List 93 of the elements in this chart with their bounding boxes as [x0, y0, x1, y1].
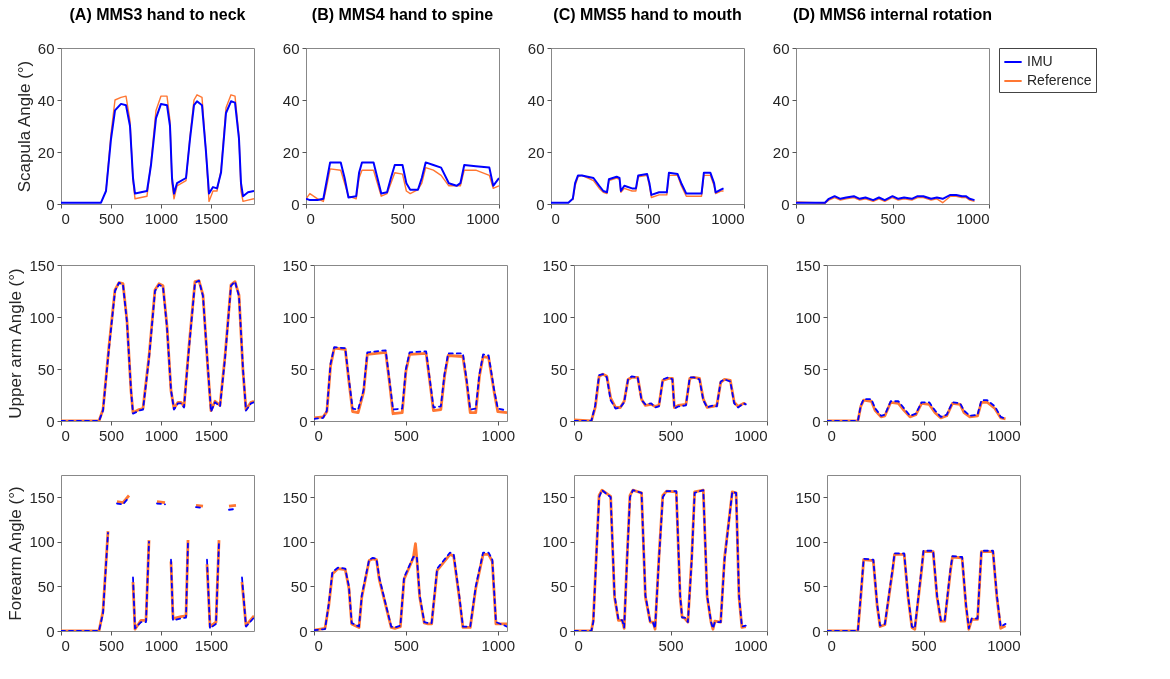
y-tick-label: 40 [37, 91, 55, 109]
x-tick-label: 500 [911, 426, 937, 444]
x-tick-label: 500 [880, 209, 906, 227]
y-tick-label: 20 [37, 143, 55, 161]
x-tick-label: 1000 [144, 426, 179, 444]
y-tick-label: 60 [772, 39, 790, 57]
y-tick-label: 150 [542, 488, 568, 506]
y-tick-label: 60 [527, 39, 545, 57]
y-tick-label: 20 [282, 143, 300, 161]
y-axis-title: Forearm Angle (°) [6, 486, 26, 621]
x-tick-label: 1500 [194, 209, 229, 227]
x-tick-label: 1000 [987, 636, 1021, 654]
y-tick-label: 150 [795, 256, 821, 274]
y-tick-label: 100 [542, 533, 568, 551]
y-tick-label: 0 [536, 195, 545, 213]
x-tick-label: 500 [635, 209, 661, 227]
y-tick-label: 100 [795, 533, 821, 551]
y-tick-label: 150 [282, 256, 308, 274]
y-tick-label: 0 [812, 622, 821, 640]
x-tick-label: 0 [314, 426, 323, 444]
x-tick-label: 500 [98, 636, 125, 654]
x-tick-label: 0 [61, 636, 70, 654]
x-tick-label: 0 [574, 636, 583, 654]
x-tick-label: 500 [390, 209, 416, 227]
y-tick-label: 100 [542, 308, 568, 326]
y-tick-label: 60 [282, 39, 300, 57]
x-tick-label: 1500 [194, 636, 229, 654]
x-tick-label: 500 [393, 426, 419, 444]
y-tick-label: 0 [299, 622, 308, 640]
x-tick-label: 1000 [481, 426, 515, 444]
x-tick-label: 1000 [956, 209, 990, 227]
y-tick-label: 150 [29, 256, 55, 274]
x-tick-label: 500 [658, 636, 684, 654]
y-tick-label: 20 [772, 143, 790, 161]
chart-title: (D) MMS6 internal rotation [792, 6, 993, 23]
chart-title: (C) MMS5 hand to mouth [553, 6, 742, 23]
y-tick-label: 40 [527, 91, 545, 109]
y-tick-label: 50 [550, 577, 568, 595]
y-tick-label: 100 [282, 308, 308, 326]
y-axis-title: Scapula Angle (°) [14, 60, 34, 193]
y-tick-label: 0 [299, 412, 308, 430]
y-tick-label: 50 [803, 360, 821, 378]
y-tick-label: 150 [542, 256, 568, 274]
x-tick-label: 500 [98, 209, 125, 227]
y-tick-label: 50 [803, 577, 821, 595]
y-tick-label: 100 [29, 308, 55, 326]
x-tick-label: 1000 [987, 426, 1021, 444]
y-axis-title: Upper arm Angle (°) [6, 268, 26, 419]
x-tick-label: 1000 [481, 636, 515, 654]
y-tick-label: 0 [781, 195, 790, 213]
y-tick-label: 0 [46, 412, 55, 430]
x-tick-label: 1000 [144, 209, 179, 227]
legend-label: Reference [1027, 72, 1092, 88]
y-tick-label: 50 [37, 360, 55, 378]
y-tick-label: 0 [291, 195, 300, 213]
y-tick-label: 40 [772, 91, 790, 109]
x-tick-label: 1000 [734, 426, 768, 444]
x-tick-label: 500 [911, 636, 937, 654]
y-tick-label: 0 [46, 622, 55, 640]
y-tick-label: 150 [282, 488, 308, 506]
x-tick-label: 1000 [711, 209, 745, 227]
x-tick-label: 1500 [194, 426, 229, 444]
y-tick-label: 50 [290, 577, 308, 595]
y-tick-label: 50 [550, 360, 568, 378]
x-tick-label: 0 [61, 209, 70, 227]
legend-label: IMU [1027, 53, 1053, 69]
x-tick-label: 500 [658, 426, 684, 444]
y-tick-label: 0 [559, 412, 568, 430]
x-tick-label: 500 [393, 636, 419, 654]
x-tick-label: 0 [827, 426, 836, 444]
y-tick-label: 60 [37, 39, 55, 57]
y-tick-label: 50 [290, 360, 308, 378]
x-tick-label: 1000 [734, 636, 768, 654]
y-tick-label: 0 [46, 195, 55, 213]
y-tick-label: 0 [812, 412, 821, 430]
y-tick-label: 100 [29, 533, 55, 551]
x-tick-label: 0 [827, 636, 836, 654]
x-tick-label: 1000 [466, 209, 500, 227]
x-tick-label: 500 [98, 426, 125, 444]
y-tick-label: 150 [29, 488, 55, 506]
y-tick-label: 20 [527, 143, 545, 161]
y-tick-label: 0 [559, 622, 568, 640]
chart-title: (A) MMS3 hand to neck [69, 6, 246, 23]
x-tick-label: 0 [574, 426, 583, 444]
x-tick-label: 0 [61, 426, 70, 444]
y-tick-label: 50 [37, 577, 55, 595]
x-tick-label: 1000 [144, 636, 179, 654]
chart-title: (B) MMS4 hand to spine [311, 6, 494, 23]
y-tick-label: 40 [282, 91, 300, 109]
y-tick-label: 100 [282, 533, 308, 551]
y-tick-label: 100 [795, 308, 821, 326]
y-tick-label: 150 [795, 488, 821, 506]
x-tick-label: 0 [314, 636, 323, 654]
